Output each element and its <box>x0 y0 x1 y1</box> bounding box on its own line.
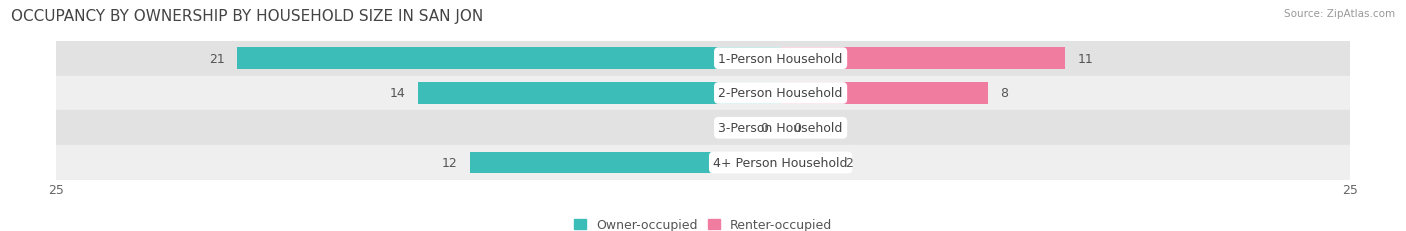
Text: 2: 2 <box>845 156 853 169</box>
Text: 4+ Person Household: 4+ Person Household <box>713 156 848 169</box>
Text: 0: 0 <box>759 122 768 135</box>
Text: 12: 12 <box>441 156 457 169</box>
Bar <box>56 111 1350 146</box>
Bar <box>780 152 832 174</box>
Text: 14: 14 <box>389 87 405 100</box>
Bar <box>419 83 780 104</box>
Text: Source: ZipAtlas.com: Source: ZipAtlas.com <box>1284 9 1395 19</box>
Text: 8: 8 <box>1001 87 1008 100</box>
Text: 2-Person Household: 2-Person Household <box>718 87 842 100</box>
Bar <box>56 76 1350 111</box>
Legend: Owner-occupied, Renter-occupied: Owner-occupied, Renter-occupied <box>568 213 838 231</box>
Text: 0: 0 <box>793 122 801 135</box>
Bar <box>780 48 1066 70</box>
Bar <box>56 146 1350 180</box>
Bar <box>470 152 780 174</box>
Text: 21: 21 <box>208 52 225 65</box>
Text: 3-Person Household: 3-Person Household <box>718 122 842 135</box>
Bar <box>780 83 987 104</box>
Text: OCCUPANCY BY OWNERSHIP BY HOUSEHOLD SIZE IN SAN JON: OCCUPANCY BY OWNERSHIP BY HOUSEHOLD SIZE… <box>11 9 484 24</box>
Text: 1-Person Household: 1-Person Household <box>718 52 842 65</box>
Bar <box>238 48 780 70</box>
Text: 11: 11 <box>1078 52 1094 65</box>
Bar <box>56 42 1350 76</box>
